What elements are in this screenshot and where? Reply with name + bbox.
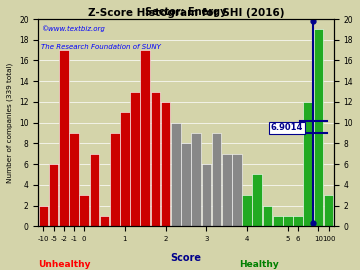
Bar bbox=[49, 164, 58, 226]
Bar bbox=[212, 133, 221, 226]
Bar bbox=[202, 164, 211, 226]
Bar bbox=[252, 174, 262, 226]
Bar bbox=[324, 195, 333, 226]
Title: Z-Score Histogram for SHI (2016): Z-Score Histogram for SHI (2016) bbox=[88, 8, 284, 18]
Text: ©www.textbiz.org: ©www.textbiz.org bbox=[41, 25, 105, 32]
Text: Unhealthy: Unhealthy bbox=[39, 260, 91, 269]
Bar bbox=[79, 195, 89, 226]
Bar bbox=[192, 133, 201, 226]
Y-axis label: Number of companies (339 total): Number of companies (339 total) bbox=[7, 62, 13, 183]
Bar bbox=[171, 123, 181, 226]
Bar bbox=[181, 143, 191, 226]
Bar bbox=[120, 112, 130, 226]
Bar bbox=[161, 102, 171, 226]
Text: 6.9014: 6.9014 bbox=[271, 123, 303, 132]
Bar bbox=[283, 216, 293, 226]
Bar bbox=[100, 216, 109, 226]
Bar bbox=[232, 154, 242, 226]
Bar bbox=[39, 205, 48, 226]
Bar bbox=[314, 29, 323, 226]
Bar bbox=[90, 154, 99, 226]
Text: Sector: Energy: Sector: Energy bbox=[145, 7, 227, 17]
Bar bbox=[303, 102, 313, 226]
Bar bbox=[140, 50, 150, 226]
Bar bbox=[110, 133, 120, 226]
Bar bbox=[150, 92, 160, 226]
Bar bbox=[273, 216, 283, 226]
Text: The Research Foundation of SUNY: The Research Foundation of SUNY bbox=[41, 44, 161, 50]
Bar bbox=[130, 92, 140, 226]
Bar bbox=[222, 154, 231, 226]
Bar bbox=[263, 205, 273, 226]
Bar bbox=[293, 216, 303, 226]
X-axis label: Score: Score bbox=[171, 253, 202, 263]
Bar bbox=[69, 133, 79, 226]
Bar bbox=[242, 195, 252, 226]
Text: Healthy: Healthy bbox=[239, 260, 279, 269]
Bar bbox=[59, 50, 69, 226]
